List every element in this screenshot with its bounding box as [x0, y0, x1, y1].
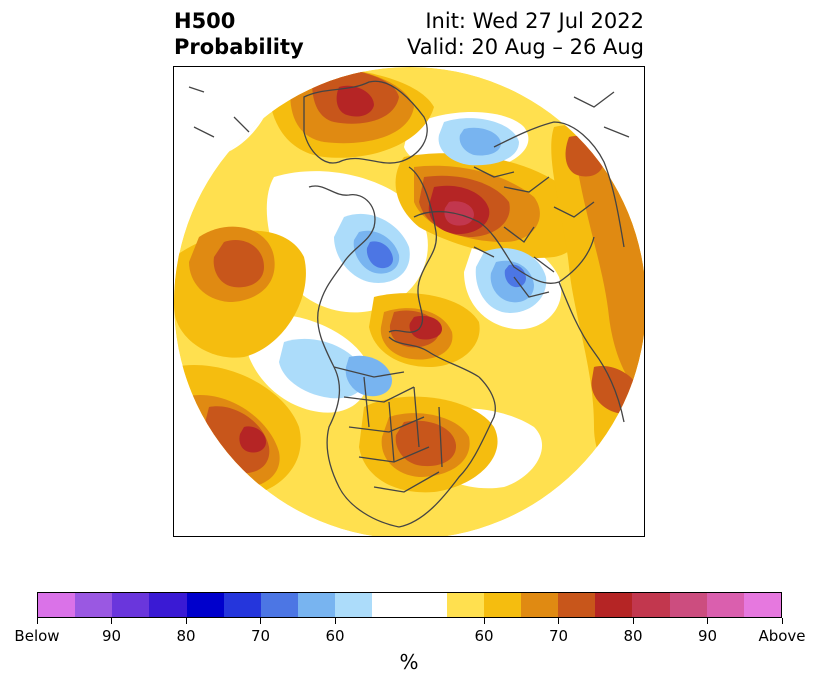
colorbar-tick-label: Below: [14, 627, 60, 645]
colorbar-tick-label: 60: [474, 627, 494, 645]
colorbar-tick: [707, 618, 708, 624]
colorbar-tick: [334, 618, 336, 624]
colorbar-tick-label: 80: [623, 627, 643, 645]
colorbar-swatch: [223, 593, 261, 617]
colorbar-tick: [632, 618, 634, 624]
coastlines: [188, 80, 630, 528]
colorbar-swatch: [149, 593, 187, 617]
valid-range: Valid: 20 Aug – 26 Aug: [406, 35, 644, 59]
colorbar-swatch: [743, 593, 782, 617]
colorbar-swatch: [298, 593, 336, 617]
probability-field: [174, 67, 644, 536]
title-quantity: Probability: [174, 35, 304, 59]
chart-title: H500 Probability: [174, 8, 304, 60]
colorbar-swatch: [706, 593, 744, 617]
colorbar-swatch: [632, 593, 670, 617]
colorbar-tick-label: 80: [176, 627, 196, 645]
colorbar-swatch: [372, 593, 447, 617]
colorbar-tick-label: 70: [250, 627, 271, 645]
colorbar-tick: [558, 618, 559, 624]
below-region: [279, 338, 365, 399]
colorbar-tick-label: 90: [101, 627, 122, 645]
above-region: [565, 136, 604, 177]
above-region: [213, 239, 264, 288]
colorbar-swatch: [669, 593, 707, 617]
colorbar-tick: [111, 618, 112, 624]
probability-map: [174, 67, 644, 536]
colorbar-tick: [185, 618, 187, 624]
below-region: [366, 241, 393, 269]
colorbar-swatch: [335, 593, 373, 617]
colorbar-tick-label: Above: [758, 627, 806, 645]
colorbar-tick: [36, 618, 38, 624]
colorbar-tick-label: 60: [325, 627, 345, 645]
colorbar-swatch: [260, 593, 299, 617]
colorbar-tick: [260, 618, 261, 624]
colorbar-swatch: [446, 593, 484, 617]
colorbar: [37, 592, 782, 618]
above-region: [409, 315, 442, 340]
colorbar-swatch: [483, 593, 522, 617]
above-region: [336, 85, 374, 117]
colorbar-swatch: [186, 593, 224, 617]
colorbar-swatch: [558, 593, 596, 617]
colorbar-tick: [483, 618, 485, 624]
colorbar-swatch: [595, 593, 633, 617]
colorbar-swatch: [38, 593, 76, 617]
colorbar-tick: [781, 618, 783, 624]
map-panel: [173, 66, 645, 537]
below-region: [504, 264, 526, 288]
colorbar-swatch: [75, 593, 113, 617]
above-region: [239, 426, 266, 453]
colorbar-tick-label: 90: [697, 627, 718, 645]
forecast-dates: Init: Wed 27 Jul 2022 Valid: 20 Aug – 26…: [407, 8, 644, 60]
colorbar-unit: %: [399, 650, 419, 674]
colorbar-swatch: [112, 593, 150, 617]
init-date: Init: Wed 27 Jul 2022: [425, 9, 644, 33]
above-region: [444, 201, 474, 226]
below-region: [459, 127, 501, 156]
title-variable: H500: [174, 9, 236, 33]
colorbar-tick-label: 70: [548, 627, 569, 645]
colorbar-swatch: [521, 593, 559, 617]
